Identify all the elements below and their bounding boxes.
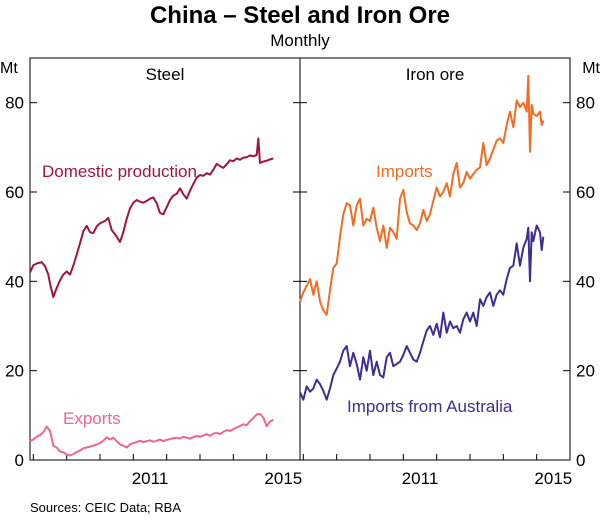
y-tick-label-right: 40 bbox=[576, 272, 595, 291]
chart-title: China – Steel and Iron Ore bbox=[149, 2, 451, 29]
y-tick-label-right: 20 bbox=[576, 362, 595, 381]
series-line-domestic-production bbox=[29, 137, 274, 298]
y-tick-label-left: 0 bbox=[15, 451, 24, 470]
y-tick-label-left: 60 bbox=[5, 183, 24, 202]
x-tick-label: 2011 bbox=[132, 469, 169, 488]
y-tick-label-right: 80 bbox=[576, 94, 595, 113]
x-tick-label: 2015 bbox=[534, 469, 572, 488]
series-label-imports: Imports bbox=[376, 162, 433, 181]
chart-subtitle: Monthly bbox=[270, 31, 330, 50]
unit-label-left: Mt bbox=[0, 60, 18, 77]
unit-label-right: Mt bbox=[582, 60, 600, 77]
series-line-imports-from-australia bbox=[299, 224, 545, 401]
x-tick-label: 2011 bbox=[402, 469, 439, 488]
y-tick-label-left: 80 bbox=[5, 94, 24, 113]
x-tick-label: 2015 bbox=[264, 469, 302, 488]
source-note: Sources: CEIC Data; RBA bbox=[30, 500, 181, 515]
series-label-domestic-production: Domestic production bbox=[42, 162, 197, 181]
series-line-exports bbox=[29, 413, 274, 457]
y-tick-label-left: 40 bbox=[5, 272, 24, 291]
panel-title-iron-ore: Iron ore bbox=[406, 65, 465, 84]
y-axis-ticks: 0 0 20 20 40 40 60 60 80 80 bbox=[5, 94, 595, 470]
series-lines bbox=[29, 74, 545, 457]
y-tick-label-right: 60 bbox=[576, 183, 595, 202]
x-axis-ticks: 2011 2015 2011 2015 bbox=[32, 454, 572, 488]
series-label-exports: Exports bbox=[63, 409, 121, 428]
series-line-imports bbox=[299, 74, 545, 316]
series-label-imports-from-australia: Imports from Australia bbox=[347, 397, 513, 416]
panel-title-steel: Steel bbox=[146, 65, 185, 84]
y-tick-label-left: 20 bbox=[5, 362, 24, 381]
y-tick-label-right: 0 bbox=[576, 451, 585, 470]
